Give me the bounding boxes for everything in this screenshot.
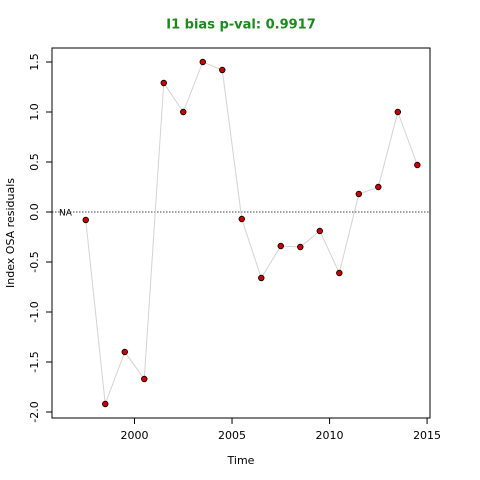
chart-title: I1 bias p-val: 0.9917 xyxy=(166,18,316,33)
point xyxy=(336,269,343,277)
x-tick-label: 2000 xyxy=(121,429,149,442)
point xyxy=(258,274,265,282)
point xyxy=(121,348,128,356)
series-line xyxy=(85,61,418,405)
y-tick-label: 0.0 xyxy=(28,203,41,221)
point xyxy=(316,227,323,235)
point xyxy=(199,58,206,66)
y-tick-label: -1.5 xyxy=(28,351,41,372)
x-tick-label: 2005 xyxy=(218,429,246,442)
point xyxy=(297,243,304,251)
point xyxy=(238,215,245,223)
y-tick-label: 0.5 xyxy=(28,153,41,171)
point xyxy=(102,400,109,408)
annotation: NA xyxy=(59,209,73,219)
plot-frame xyxy=(51,47,431,419)
point xyxy=(277,242,284,250)
point xyxy=(219,66,226,74)
point xyxy=(394,108,402,116)
y-tick-label: 1.5 xyxy=(28,53,41,71)
y-tick-label: -1.0 xyxy=(28,301,41,322)
y-tick-label: -0.5 xyxy=(28,251,41,272)
point xyxy=(180,108,187,116)
point xyxy=(375,183,382,191)
y-axis-label: Index OSA residuals xyxy=(4,178,17,288)
point xyxy=(82,216,89,224)
y-tick-label: 1.0 xyxy=(28,103,41,121)
point xyxy=(355,190,363,198)
x-axis-label: Time xyxy=(227,454,255,467)
x-tick-label: 2015 xyxy=(413,429,441,442)
point xyxy=(414,161,421,169)
y-tick-label: -2.0 xyxy=(28,401,41,422)
point xyxy=(160,79,167,87)
x-tick-label: 2010 xyxy=(316,429,344,442)
point xyxy=(141,375,148,383)
